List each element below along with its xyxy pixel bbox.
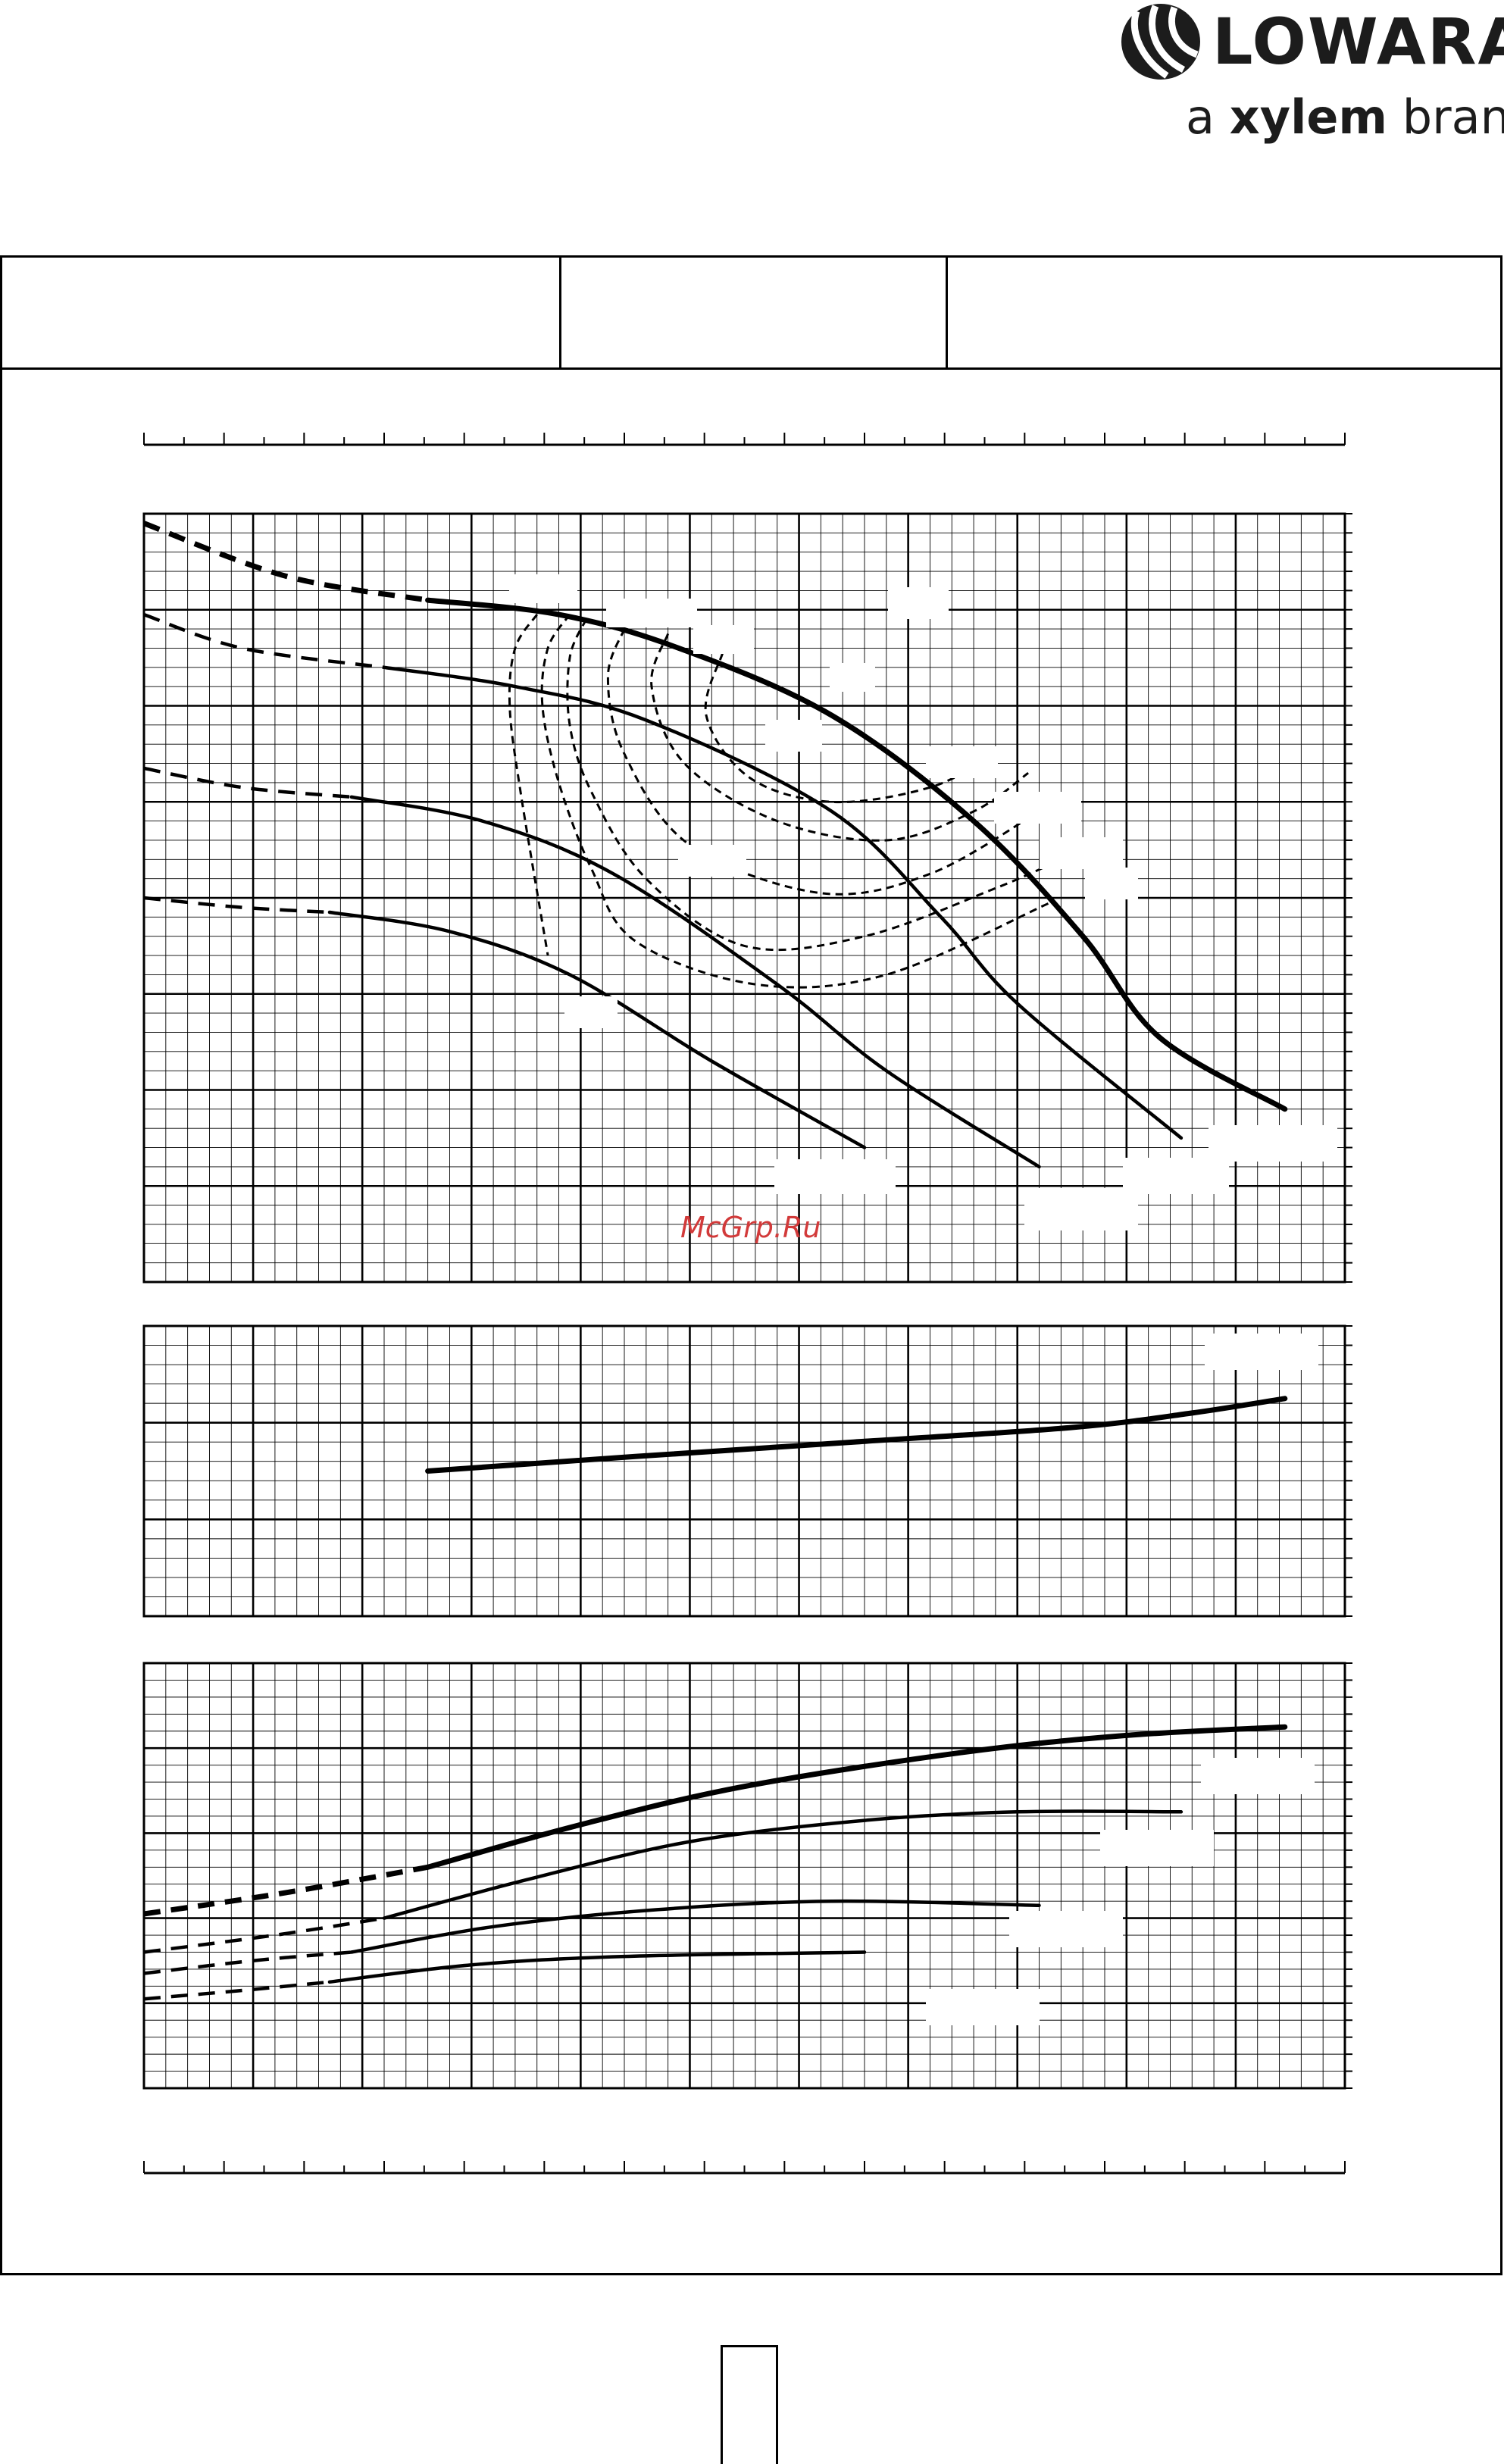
brand-name: LOWARA [1212, 5, 1504, 79]
curve-2 [382, 1809, 1184, 1920]
datasheet-frame [0, 255, 1502, 2275]
curve-label-box [564, 996, 618, 1028]
curve-label-box [994, 792, 1081, 824]
curve-2-dashed [143, 1916, 385, 1954]
curve-3-dashed [143, 1950, 352, 1975]
curve-3 [349, 795, 1041, 1169]
curve-2 [382, 665, 1184, 1140]
curve-3 [349, 1899, 1041, 1954]
curve-label-box [774, 1159, 896, 1194]
header-row [2, 258, 1500, 370]
curve-4-dashed [143, 1980, 330, 2001]
curve-2-dashed [143, 612, 385, 670]
curve-label-box [765, 720, 822, 752]
curve-4 [327, 910, 867, 1149]
curve-label-box [926, 1989, 1040, 2025]
curve-label-box [1100, 1830, 1214, 1866]
curve-1-dashed [142, 521, 429, 603]
plot-border [142, 1324, 1346, 1618]
curve-label-box [509, 574, 577, 603]
lowara-swirl-icon [1121, 4, 1200, 80]
curve-4 [327, 1950, 867, 1984]
curve-label-box [1201, 1758, 1315, 1794]
efficiency-contour-1 [508, 614, 549, 956]
curve-label-box [678, 845, 746, 877]
curve-label-box [606, 599, 697, 627]
curve-1 [425, 1396, 1288, 1474]
watermark-text: McGrp.Ru [680, 1211, 821, 1244]
curve-label-box [1024, 1188, 1138, 1230]
curve-label-box [1085, 868, 1138, 899]
curve-1 [425, 1724, 1288, 1870]
brand-logo: LOWARA a xylem brand [1106, 0, 1504, 163]
page-number [721, 2345, 778, 2464]
curve-label-box [1009, 1911, 1123, 1947]
curve-1-dashed [143, 1864, 429, 1917]
header-cell-1 [2, 258, 561, 367]
curve-4-dashed [143, 896, 330, 915]
curve-label-box [1209, 1125, 1337, 1162]
curve-label-box [1205, 1334, 1318, 1370]
header-cell-2 [561, 258, 948, 367]
curve-label-box [693, 625, 754, 654]
curve-1 [425, 597, 1288, 1112]
curve-label-box [888, 587, 949, 619]
brand-tagline: a xylem brand [1186, 89, 1504, 145]
efficiency-contour-5 [650, 633, 1029, 842]
curve-label-box [1040, 837, 1123, 869]
curve-label-box [926, 746, 998, 778]
efficiency-contour-4 [606, 628, 1040, 896]
efficiency-contour-3 [566, 618, 1062, 952]
curve-label-box [830, 663, 875, 692]
plot-border [142, 1662, 1346, 2090]
curve-label-box [1123, 1158, 1229, 1194]
